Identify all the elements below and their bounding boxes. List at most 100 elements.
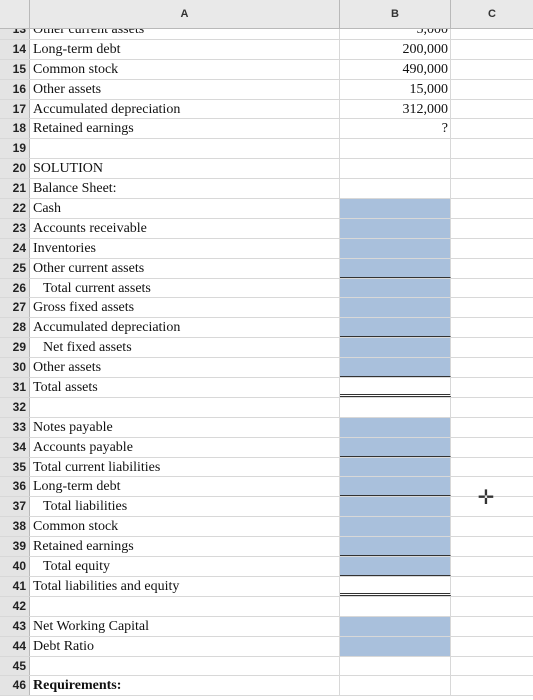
cell-empty[interactable]: [451, 378, 533, 397]
cell-value[interactable]: [340, 238, 451, 258]
cell-value[interactable]: [340, 477, 451, 497]
row-number[interactable]: 28: [0, 318, 30, 338]
cell-empty[interactable]: [451, 159, 533, 178]
cell-value[interactable]: [340, 159, 451, 179]
row-number[interactable]: 45: [0, 656, 30, 676]
row-number[interactable]: 33: [0, 417, 30, 437]
cell-value[interactable]: [340, 596, 451, 616]
cell-label[interactable]: Total liabilities: [30, 497, 340, 517]
row-number[interactable]: 15: [0, 59, 30, 79]
row-number[interactable]: 32: [0, 397, 30, 417]
cell-empty[interactable]: [451, 239, 533, 258]
cell-label[interactable]: Gross fixed assets: [30, 298, 340, 318]
row-number[interactable]: 39: [0, 537, 30, 557]
cell-value[interactable]: [340, 179, 451, 199]
cell-label[interactable]: [30, 596, 340, 616]
cell-empty[interactable]: [451, 577, 533, 596]
cell-label[interactable]: Accounts receivable: [30, 218, 340, 238]
cell-value[interactable]: [340, 537, 451, 557]
cell-empty[interactable]: [451, 279, 533, 298]
cell-empty[interactable]: [451, 119, 533, 138]
cell-label[interactable]: Inventories: [30, 238, 340, 258]
cell-label[interactable]: Retained earnings: [30, 119, 340, 139]
column-header-b[interactable]: B: [340, 0, 451, 28]
cell-value[interactable]: [340, 656, 451, 676]
cell-value[interactable]: [340, 497, 451, 517]
cell-empty[interactable]: [451, 60, 533, 79]
cell-label[interactable]: Requirements:: [30, 676, 340, 696]
row-number[interactable]: 14: [0, 39, 30, 59]
cell-label[interactable]: Common stock: [30, 517, 340, 537]
cell-value[interactable]: [340, 258, 451, 278]
cell-value[interactable]: [340, 576, 451, 596]
cell-label[interactable]: Debt Ratio: [30, 636, 340, 656]
cell-label[interactable]: Total current assets: [30, 278, 340, 298]
cell-value[interactable]: [340, 218, 451, 238]
cell-label[interactable]: Total assets: [30, 378, 340, 397]
cell-value[interactable]: 490,000: [340, 59, 451, 79]
cell-value[interactable]: [340, 417, 451, 437]
cell-empty[interactable]: [451, 298, 533, 317]
cell-empty[interactable]: [451, 537, 533, 556]
cell-empty[interactable]: [451, 517, 533, 536]
row-number[interactable]: 40: [0, 557, 30, 576]
cell-label[interactable]: Net fixed assets: [30, 338, 340, 358]
select-all-corner[interactable]: [0, 0, 30, 28]
cell-empty[interactable]: [451, 179, 533, 198]
cell-label[interactable]: Other assets: [30, 358, 340, 378]
cell-label[interactable]: Accumulated depreciation: [30, 99, 340, 119]
row-number[interactable]: 42: [0, 596, 30, 616]
cell-value[interactable]: ?: [340, 119, 451, 139]
row-number[interactable]: 18: [0, 119, 30, 139]
row-number[interactable]: 44: [0, 636, 30, 656]
row-number[interactable]: 17: [0, 99, 30, 119]
cell-empty[interactable]: [451, 318, 533, 337]
cell-label[interactable]: Balance Sheet:: [30, 179, 340, 199]
cell-value[interactable]: 200,000: [340, 39, 451, 59]
cell-empty[interactable]: [451, 338, 533, 357]
cell-value[interactable]: [340, 557, 451, 576]
cell-value[interactable]: 15,000: [340, 79, 451, 99]
cell-label[interactable]: Total liabilities and equity: [30, 576, 340, 596]
cell-empty[interactable]: [451, 657, 533, 676]
row-number[interactable]: 37: [0, 497, 30, 517]
cell-value[interactable]: [340, 636, 451, 656]
row-number[interactable]: 30: [0, 358, 30, 378]
cell-value[interactable]: [340, 437, 451, 457]
cell-empty[interactable]: [451, 259, 533, 278]
cell-empty[interactable]: [451, 358, 533, 377]
cell-empty[interactable]: [451, 398, 533, 417]
cell-empty[interactable]: [451, 100, 533, 119]
column-header-c[interactable]: C: [488, 8, 496, 20]
cell-empty[interactable]: [451, 676, 533, 695]
row-number[interactable]: 21: [0, 179, 30, 199]
cell-label[interactable]: Net Working Capital: [30, 616, 340, 636]
row-number[interactable]: 27: [0, 298, 30, 318]
row-number[interactable]: 38: [0, 517, 30, 537]
cell-empty[interactable]: [451, 40, 533, 59]
cell-value[interactable]: [340, 397, 451, 417]
cell-value[interactable]: [340, 358, 451, 378]
cell-empty[interactable]: [451, 219, 533, 238]
cell-label[interactable]: Accumulated depreciation: [30, 318, 340, 338]
cell-value[interactable]: [340, 298, 451, 318]
cell-label[interactable]: Total current liabilities: [30, 457, 340, 477]
cell-empty[interactable]: [451, 557, 533, 576]
row-number[interactable]: 34: [0, 437, 30, 457]
cell-label[interactable]: Other assets: [30, 79, 340, 99]
row-number[interactable]: 29: [0, 338, 30, 358]
cell-value[interactable]: [340, 278, 451, 298]
row-number[interactable]: 22: [0, 199, 30, 218]
cell-empty[interactable]: [451, 597, 533, 616]
cell-value[interactable]: [340, 616, 451, 636]
cell-empty[interactable]: [451, 418, 533, 437]
cell-label[interactable]: Common stock: [30, 59, 340, 79]
row-number[interactable]: 26: [0, 278, 30, 298]
row-number[interactable]: 16: [0, 79, 30, 99]
cell-label[interactable]: [30, 139, 340, 159]
row-number[interactable]: 24: [0, 238, 30, 258]
row-number[interactable]: 19: [0, 139, 30, 159]
cell-label[interactable]: Retained earnings: [30, 537, 340, 557]
row-number[interactable]: 25: [0, 258, 30, 278]
row-number[interactable]: 31: [0, 378, 30, 397]
